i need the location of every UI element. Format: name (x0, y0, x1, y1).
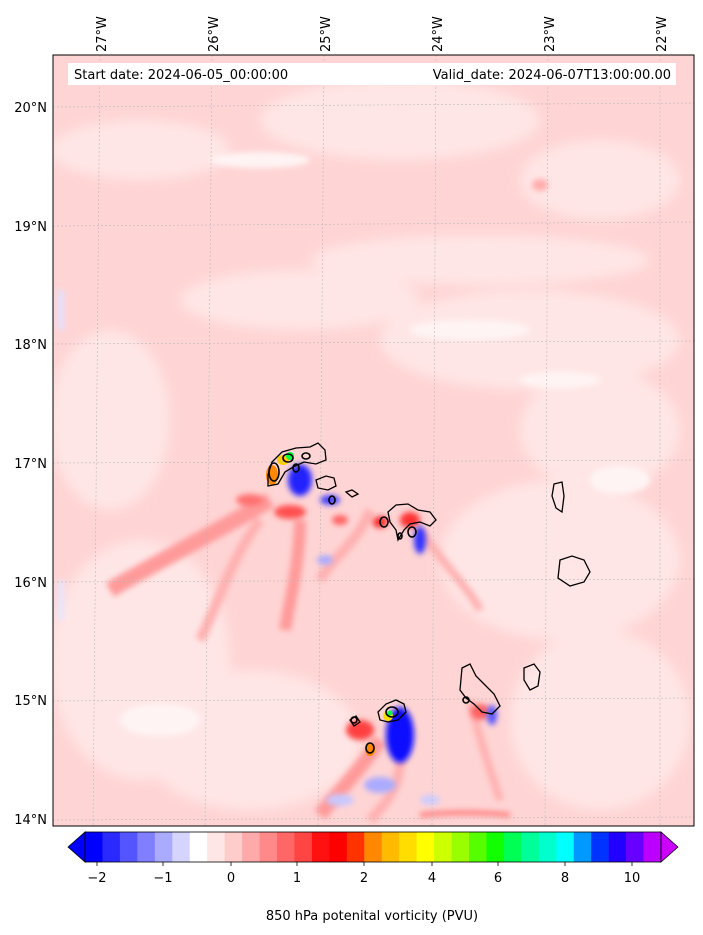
start-date-label: Start date: 2024-06-05_00:00:00 (74, 68, 288, 83)
colorbar-cell (643, 832, 662, 862)
lon-tick-22w: 22°W (655, 16, 670, 52)
lat-tick-20n: 20°N (14, 101, 47, 116)
graticule (53, 55, 694, 826)
map-area (53, 55, 694, 826)
colorbar: −2 −1 0 1 2 4 6 8 10 850 hPa potenital vorticity… (67, 831, 679, 924)
island-boa-vista (557, 555, 591, 587)
pv-contour-lines (268, 452, 470, 754)
lat-tick-19n: 19°N (14, 220, 47, 235)
colorbar-cell (207, 832, 225, 862)
colorbar-cell (154, 832, 173, 862)
colorbar-cell (172, 832, 191, 862)
colorbar-outline (84, 831, 662, 863)
colorbar-cell (399, 832, 417, 862)
island-maio (523, 663, 541, 691)
lon-tick-26w: 26°W (207, 16, 222, 52)
colorbar-cell (85, 832, 103, 862)
colorbar-cell (503, 832, 522, 862)
island-sao-nicolau (387, 503, 437, 542)
island-fogo (377, 699, 407, 723)
colorbar-cell (626, 832, 644, 862)
colorbar-extend-low (67, 831, 86, 863)
colorbar-cell (242, 832, 260, 862)
colorbar-tick-label: 2 (360, 871, 368, 886)
island-santa-luzia (344, 489, 360, 498)
map-frame (52, 54, 695, 827)
pv-white-patches (120, 152, 650, 736)
colorbar-cell (451, 832, 470, 862)
colorbar-cell (329, 832, 348, 862)
colorbar-tick-label: −1 (153, 871, 172, 886)
colorbar-cells (85, 832, 662, 862)
lon-tick-24w: 24°W (431, 16, 446, 52)
lon-tick-27w: 27°W (95, 16, 110, 52)
colorbar-tick-label: 0 (227, 871, 235, 886)
colorbar-cell (294, 832, 313, 862)
colorbar-cell (469, 832, 487, 862)
lat-tick-16n: 16°N (14, 576, 47, 591)
colorbar-cell (434, 832, 452, 862)
colorbar-tick-label: 8 (561, 871, 569, 886)
colorbar-tick-label: 1 (293, 871, 301, 886)
colorbar-cell (591, 832, 609, 862)
colorbar-cell (189, 832, 208, 862)
lon-tick-23w: 23°W (543, 16, 558, 52)
colorbar-tick-label: 10 (624, 871, 641, 886)
lon-tick-25w: 25°W (319, 16, 334, 52)
valid-date-label: Valid_date: 2024-06-07T13:00:00.00 (433, 68, 671, 83)
colorbar-tick-label: 4 (428, 871, 436, 886)
colorbar-cell (259, 832, 278, 862)
colorbar-cell (119, 832, 138, 862)
lat-tick-17n: 17°N (14, 457, 47, 472)
pv-light-patches (53, 80, 690, 810)
colorbar-tick-label: 6 (494, 871, 502, 886)
colorbar-tick-label: −2 (87, 871, 106, 886)
colorbar-cell (224, 832, 243, 862)
colorbar-cell (573, 832, 592, 862)
colorbar-cell (102, 832, 121, 862)
pv-negative-structures (58, 290, 497, 806)
colorbar-cell (277, 832, 295, 862)
island-sao-vicente (315, 475, 337, 491)
colorbar-ticks: −2 −1 0 1 2 4 6 8 10 (87, 862, 640, 886)
colorbar-cell (416, 832, 435, 862)
colorbar-title: 850 hPa potenital vorticity (PVU) (266, 909, 478, 924)
colorbar-cell (346, 832, 365, 862)
island-santo-antao (267, 442, 327, 487)
colorbar-cell (137, 832, 156, 862)
colorbar-cell (311, 832, 330, 862)
colorbar-cell (486, 832, 505, 862)
colorbar-extend-high (660, 831, 679, 863)
lat-tick-18n: 18°N (14, 338, 47, 353)
colorbar-cell (381, 832, 400, 862)
colorbar-cell (364, 832, 383, 862)
longitude-tick-labels: 27°W 26°W 25°W 24°W 23°W 22°W (95, 16, 670, 52)
colorbar-cell (521, 832, 540, 862)
colorbar-cell (608, 832, 627, 862)
colorbar-cell (556, 832, 575, 862)
pv-wake-streaks (105, 179, 548, 824)
island-sal (551, 481, 565, 514)
latitude-tick-labels: 20°N 19°N 18°N 17°N 16°N 15°N 14°N (14, 101, 47, 828)
header-box (68, 63, 676, 85)
colorbar-cell (538, 832, 557, 862)
lat-tick-15n: 15°N (14, 694, 47, 709)
lat-tick-14n: 14°N (14, 813, 47, 828)
